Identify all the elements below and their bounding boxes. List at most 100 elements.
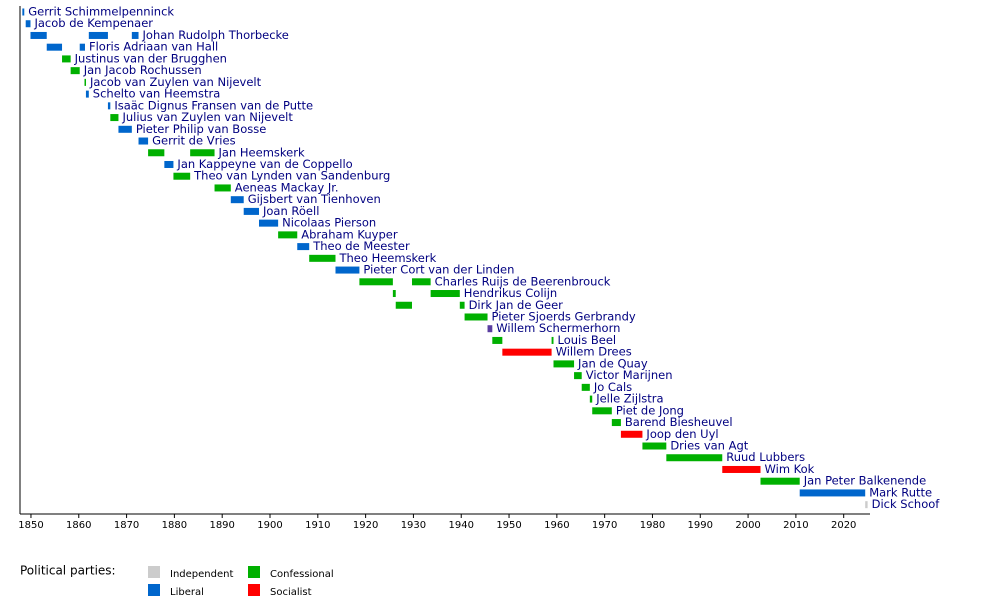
term-bar	[589, 395, 593, 403]
pm-name: Abraham Kuyper	[301, 227, 398, 241]
x-tick-label: 1870	[114, 520, 139, 531]
pm-name: Schelto van Heemstra	[93, 87, 220, 101]
term-bar	[459, 301, 465, 309]
term-bar	[760, 477, 800, 485]
term-bar	[865, 501, 868, 509]
pm-name: Piet de Jong	[616, 403, 684, 417]
term-bar	[62, 55, 71, 63]
legend-label: Socialist	[270, 587, 312, 598]
term-bar	[487, 325, 493, 333]
term-bar	[278, 231, 298, 239]
x-tick-label: 1940	[449, 520, 474, 531]
legend-label: Independent	[170, 569, 233, 580]
pm-name: Dick Schoof	[872, 497, 941, 511]
pm-name: Louis Beel	[558, 333, 617, 347]
x-tick-label: 1970	[592, 520, 617, 531]
pm-name: Isaäc Dignus Fransen van de Putte	[114, 98, 313, 112]
x-tick-label: 1850	[18, 520, 43, 531]
term-bar	[259, 219, 279, 227]
term-bar	[138, 137, 149, 145]
pm-name: Aeneas Mackay Jr.	[235, 180, 339, 194]
pm-name: Pieter Cort van der Linden	[363, 263, 514, 277]
term-bar	[620, 430, 643, 438]
pm-name: Joan Röell	[262, 204, 319, 218]
term-bar	[359, 278, 393, 286]
term-bar	[666, 454, 723, 462]
term-bar	[297, 243, 310, 251]
term-bar	[411, 278, 431, 286]
x-tick-label: 1920	[353, 520, 378, 531]
pm-name: Dirk Jan de Geer	[469, 298, 564, 312]
term-bar	[243, 207, 260, 215]
term-bar	[430, 290, 460, 298]
term-bar	[84, 78, 87, 86]
term-bar	[611, 419, 621, 427]
pm-name: Johan Rudolph Thorbecke	[142, 28, 289, 42]
term-bar	[551, 336, 554, 344]
x-tick-label: 1910	[305, 520, 330, 531]
term-bar	[722, 465, 761, 473]
term-bar	[70, 67, 80, 75]
x-tick-label: 1880	[162, 520, 187, 531]
legend-swatch	[148, 584, 160, 596]
pm-name: Jan Peter Balkenende	[803, 474, 926, 488]
pm-name: Ruud Lubbers	[726, 450, 805, 464]
term-bar	[799, 489, 866, 497]
x-tick-label: 1900	[257, 520, 282, 531]
x-tick-label: 1860	[66, 520, 91, 531]
term-bar	[30, 31, 47, 39]
pm-name: Jelle Zijlstra	[595, 392, 663, 406]
pm-name: Jan Jacob Rochussen	[83, 63, 202, 77]
term-bar	[309, 254, 336, 262]
term-bar	[335, 266, 360, 274]
pm-name: Wim Kok	[765, 462, 815, 476]
pm-name: Barend Biesheuvel	[625, 415, 733, 429]
term-bar	[88, 31, 108, 39]
pm-name: Jan Heemskerk	[218, 145, 305, 159]
pm-name: Jan de Quay	[577, 356, 648, 370]
pm-name: Gijsbert van Tienhoven	[248, 192, 381, 206]
term-bar	[230, 196, 244, 204]
pm-name: Justinus van der Brugghen	[74, 51, 227, 65]
term-bar	[118, 125, 132, 133]
term-bar	[131, 31, 139, 39]
term-bar	[502, 348, 552, 356]
term-bar	[642, 442, 667, 450]
pm-name: Jo Cals	[593, 380, 632, 394]
pm-name: Pieter Philip van Bosse	[136, 122, 266, 136]
x-tick-label: 1890	[209, 520, 234, 531]
x-tick-label: 1960	[544, 520, 569, 531]
pm-name: Jacob de Kempenaer	[33, 16, 153, 30]
term-bar	[79, 43, 85, 51]
term-bar	[110, 114, 119, 122]
legend-label: Liberal	[170, 587, 204, 598]
pm-name: Mark Rutte	[869, 485, 932, 499]
pm-name: Nicolaas Pierson	[282, 216, 376, 230]
pm-name: Theo de Meester	[312, 239, 410, 253]
term-bar	[492, 336, 503, 344]
x-tick-label: 2010	[783, 520, 808, 531]
term-bar	[148, 149, 165, 157]
pm-name: Jan Kappeyne van de Coppello	[176, 157, 352, 171]
pm-name: Willem Drees	[556, 345, 632, 359]
term-bar	[85, 90, 89, 98]
pm-name: Julius van Zuylen van Nijevelt	[121, 110, 293, 124]
x-tick-label: 1930	[401, 520, 426, 531]
x-tick-label: 2000	[735, 520, 760, 531]
term-bar	[22, 8, 25, 16]
pm-name: Gerrit Schimmelpenninck	[28, 5, 174, 19]
pm-name: Pieter Sjoerds Gerbrandy	[492, 309, 636, 323]
pm-name: Theo Heemskerk	[338, 251, 436, 265]
pm-name: Dries van Agt	[670, 439, 748, 453]
pm-name: Victor Marijnen	[586, 368, 673, 382]
term-bar	[592, 407, 612, 415]
term-bar	[581, 383, 590, 391]
legend-label: Confessional	[270, 569, 334, 580]
x-tick-label: 1980	[640, 520, 665, 531]
term-bar	[214, 184, 231, 192]
x-tick-label: 2020	[831, 520, 856, 531]
x-tick-label: 1990	[688, 520, 713, 531]
term-bar	[190, 149, 215, 157]
term-bar	[107, 102, 111, 110]
